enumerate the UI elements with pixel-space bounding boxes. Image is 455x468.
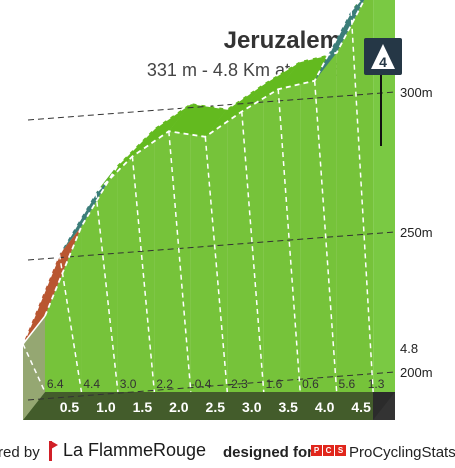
profile-front-shade xyxy=(23,0,373,420)
grade-label-10: 1.3 xyxy=(368,377,385,391)
profile-front-segment-4 xyxy=(154,103,191,392)
profile-front-segment-3 xyxy=(117,128,155,392)
profile-top-segment-7 xyxy=(241,61,301,112)
profile-top-segment-8 xyxy=(278,52,337,90)
grade-label-5: -0.4 xyxy=(191,377,212,391)
footer-designed-for: designed for xyxy=(223,444,314,461)
marker-triangle-icon xyxy=(371,44,395,69)
profile-front-segment-6 xyxy=(227,83,264,392)
x-axis-label-5: 2.5 xyxy=(206,399,226,415)
x-axis-label-4: 2.0 xyxy=(169,399,189,415)
pcs-letter-s: S xyxy=(335,445,346,456)
climb-marker: 4 xyxy=(364,38,402,146)
x-axis-label-9: 4.5 xyxy=(351,399,371,415)
grade-label-9: 5.6 xyxy=(339,377,356,391)
grade-label-7: 1.6 xyxy=(266,377,283,391)
segment-divider-3 xyxy=(95,192,119,393)
x-axis-label-1: 0.5 xyxy=(60,399,80,415)
flag-icon xyxy=(46,439,58,461)
profile-start-side xyxy=(23,316,45,420)
grade-label-6: -2.3 xyxy=(227,377,248,391)
footer-pcs-name: ProCyclingStats xyxy=(349,444,455,461)
profile-front-line xyxy=(22,0,362,345)
profile-front-segment-1 xyxy=(45,226,82,392)
grade-label-8: 0.6 xyxy=(302,377,319,391)
y-axis-label-3: 200m xyxy=(400,365,433,380)
page-title: Jeruzalem xyxy=(223,27,341,54)
profile-top-segment-4 xyxy=(132,103,191,157)
x-axis-label-6: 3.0 xyxy=(242,399,262,415)
profile-front-segment-2 xyxy=(81,164,118,392)
segment-divider-8 xyxy=(277,89,301,393)
grade-label-3: 3.0 xyxy=(120,377,137,391)
grade-label-4: 2.2 xyxy=(156,377,173,391)
profile-top-segment-1 xyxy=(23,226,82,344)
x-axis-label-7: 3.5 xyxy=(278,399,298,415)
profile-top-segment-6 xyxy=(205,83,264,137)
segment-divider-7 xyxy=(241,111,265,393)
profile-top-line xyxy=(44,0,366,317)
profile-front-segment-9 xyxy=(336,0,374,392)
pcs-letter-p: P xyxy=(311,445,322,456)
segment-divider-10 xyxy=(350,10,374,393)
footer-brand-label: La FlammeRouge xyxy=(63,439,207,460)
chart-layer: 300m 250m 200m 4.8 6.4 4.4 3.0 2.2 -0.4 -2.3 1.6 0.… xyxy=(22,0,433,420)
profile-top-segment-5 xyxy=(168,103,228,137)
footer: red by La FlammeRouge designed for P C S… xyxy=(0,438,455,468)
distance-base-slope xyxy=(23,392,395,420)
x-axis-label-2: 1.0 xyxy=(96,399,116,415)
y-axis-label-2: 250m xyxy=(400,225,433,240)
profile-front-segment-7 xyxy=(263,61,301,392)
profile-top-segment-2 xyxy=(59,164,118,255)
profile-front-segment-8 xyxy=(300,52,337,393)
footer-brand: La FlammeRouge xyxy=(46,439,206,461)
profile-end-label: 4.8 xyxy=(400,341,418,356)
segment-divider-5 xyxy=(168,131,192,393)
segment-divider-9 xyxy=(313,80,338,393)
gridline-1 xyxy=(27,91,396,121)
y-axis-label-1: 300m xyxy=(400,85,433,100)
pcs-logo: P C S xyxy=(311,445,346,456)
grade-label-1: 6.4 xyxy=(47,377,64,391)
profile-start-edge xyxy=(22,315,46,345)
profile-front-segment-10 xyxy=(373,0,395,392)
profile-front-segment-5 xyxy=(190,103,228,392)
gridline-2 xyxy=(27,231,396,261)
footer-powered-text: red by xyxy=(0,444,40,461)
x-axis-label-3: 1.5 xyxy=(133,399,153,415)
x-axis-label-8: 4.0 xyxy=(315,399,335,415)
segment-divider-6 xyxy=(204,136,229,393)
marker-number: 4 xyxy=(379,54,387,70)
grade-label-2: 4.4 xyxy=(83,377,100,391)
pcs-letter-c: C xyxy=(323,445,334,456)
gridline-3 xyxy=(27,371,396,401)
segment-divider-4 xyxy=(131,156,156,393)
